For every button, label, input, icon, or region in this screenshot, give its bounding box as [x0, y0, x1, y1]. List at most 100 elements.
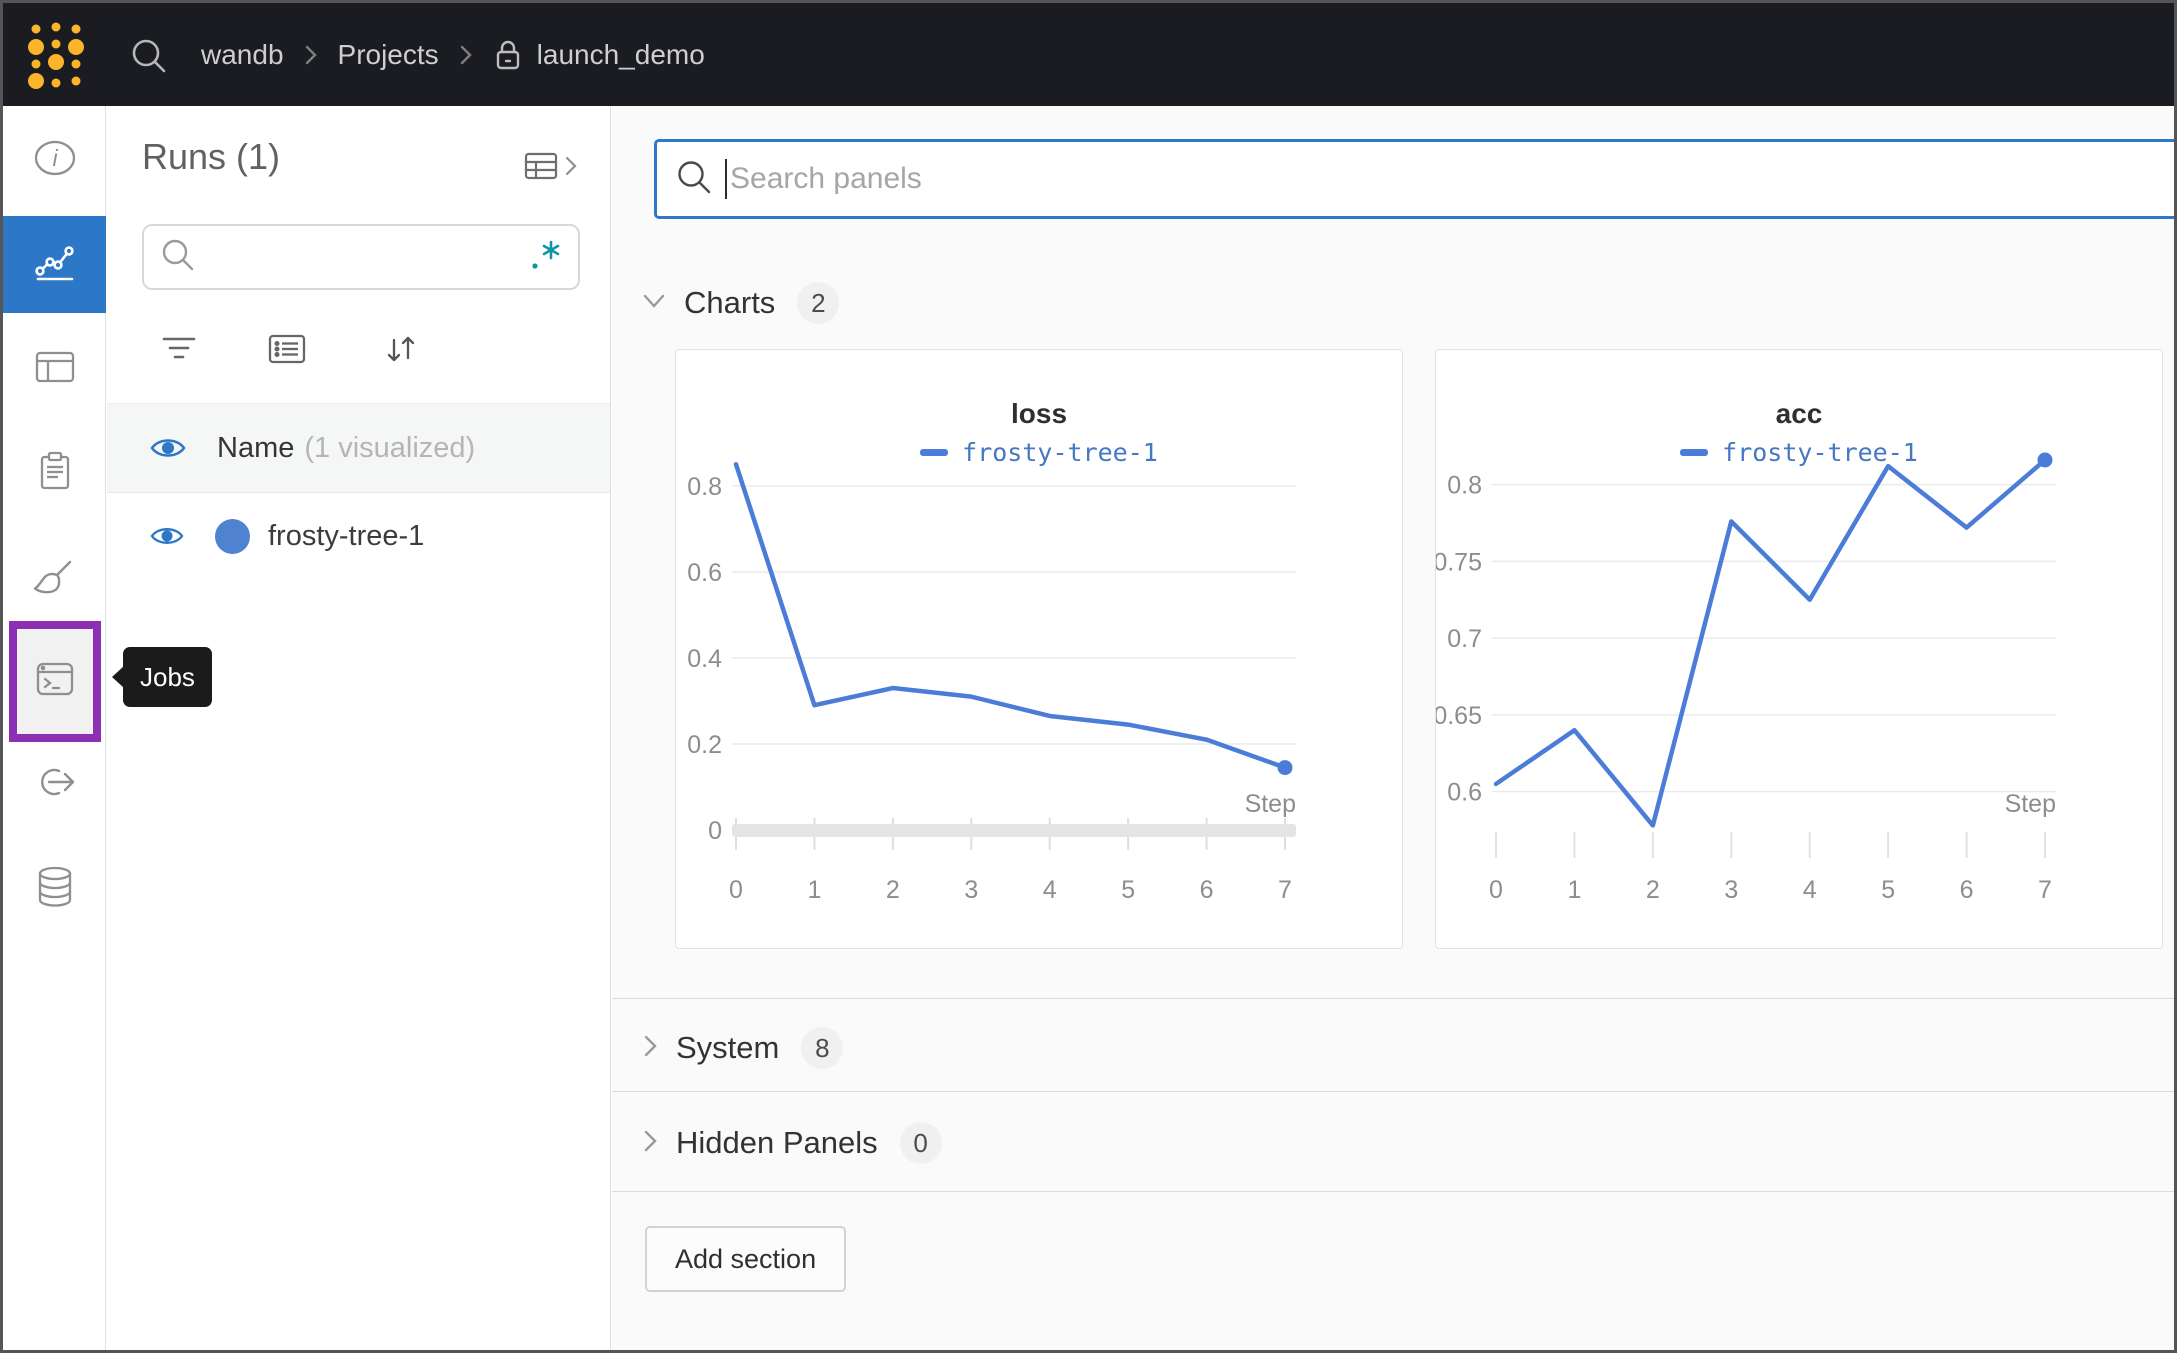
filter-icon: [162, 337, 196, 359]
text-cursor: [725, 159, 727, 199]
runs-title: Runs (1): [142, 136, 281, 177]
chevron-down-icon[interactable]: [642, 293, 666, 314]
runs-search-input[interactable]: [142, 224, 580, 290]
sidebar-item-artifacts[interactable]: [3, 853, 106, 925]
section-header-hidden-panels[interactable]: Hidden Panels 0: [642, 1118, 942, 1168]
svg-text:7: 7: [1278, 876, 1292, 904]
chevron-right-icon: [459, 43, 473, 67]
svg-text:0.6: 0.6: [687, 559, 722, 587]
legend-run-name[interactable]: frosty-tree-1: [962, 438, 1158, 467]
svg-text:6: 6: [1960, 876, 1974, 904]
section-header-charts[interactable]: Charts 2: [642, 282, 840, 324]
visibility-eye-icon[interactable]: [149, 523, 185, 549]
chart-card-loss[interactable]: loss frosty-tree-1 0 0.2 0.4 0.6 0.8 0 1 2 3 4 5 6 7…: [675, 349, 1403, 949]
filter-button[interactable]: [157, 327, 201, 371]
clipboard-icon: [33, 449, 77, 498]
svg-text:5: 5: [1121, 876, 1135, 904]
broom-icon: [32, 556, 78, 603]
chevron-right-icon[interactable]: [642, 1034, 658, 1063]
columns-button[interactable]: [265, 327, 309, 371]
svg-text:4: 4: [1043, 876, 1057, 904]
lock-icon: [493, 38, 523, 72]
table-icon: [33, 347, 77, 392]
section-count-badge: 0: [899, 1122, 942, 1164]
svg-text:1: 1: [807, 876, 821, 904]
sidebar: i: [3, 106, 212, 1350]
sort-arrows-icon: [387, 336, 415, 362]
panels-search-placeholder: Search panels: [730, 162, 922, 195]
divider: [107, 403, 610, 404]
sidebar-item-runs-table[interactable]: [3, 333, 106, 405]
launch-arrow-icon: [32, 763, 78, 806]
run-name[interactable]: frosty-tree-1: [268, 519, 425, 552]
svg-text:0: 0: [1489, 876, 1503, 904]
chart-title: loss: [1010, 398, 1068, 429]
svg-text:7: 7: [2038, 876, 2052, 904]
sort-button[interactable]: [379, 327, 423, 371]
chart-card-acc[interactable]: acc frosty-tree-1 0.6 0.65 0.7 0.75 0.8 0 1 2 3 4…: [1435, 349, 2163, 949]
runs-toolbar: [107, 319, 610, 375]
breadcrumb-item-entity[interactable]: wandb: [201, 38, 284, 70]
chevron-right-icon: [565, 156, 577, 176]
runs-table-header-row[interactable]: Name (1 visualized): [107, 404, 610, 493]
svg-text:0: 0: [708, 817, 722, 845]
svg-text:4: 4: [1803, 876, 1817, 904]
section-count-badge: 8: [801, 1027, 844, 1069]
topbar: wandb Projects launch_demo: [3, 3, 2174, 106]
topbar-search-icon[interactable]: [129, 36, 169, 81]
terminal-icon: [33, 659, 77, 704]
breadcrumb: wandb Projects launch_demo: [201, 3, 705, 106]
database-icon: [34, 865, 76, 914]
legend-line-swatch: [1680, 449, 1709, 456]
legend-line-swatch: [920, 449, 949, 456]
svg-text:0.65: 0.65: [1436, 702, 1482, 730]
chevron-right-icon: [304, 43, 318, 67]
acc-line-chart[interactable]: 0.6 0.65 0.7 0.75 0.8 0 1 2 3 4 5 6 7 Step: [1436, 350, 2164, 950]
info-icon: i: [33, 139, 77, 182]
chart-title: acc: [1775, 398, 1823, 429]
add-section-button[interactable]: Add section: [645, 1226, 847, 1292]
wandb-logo[interactable]: [27, 20, 85, 95]
divider: [612, 998, 2174, 999]
panels-search-input[interactable]: Search panels: [654, 139, 2174, 219]
table-expand-icon: [524, 152, 558, 180]
section-label: System: [676, 1030, 780, 1065]
divider: [612, 1091, 2174, 1092]
charts-grid: loss frosty-tree-1 0 0.2 0.4 0.6 0.8 0 1 2 3 4 5 6 7…: [675, 349, 2163, 949]
sidebar-item-overview[interactable]: i: [3, 124, 106, 196]
svg-text:5: 5: [1881, 876, 1895, 904]
svg-text:0.2: 0.2: [687, 731, 722, 759]
svg-text:0.7: 0.7: [1447, 625, 1482, 653]
breadcrumb-item-project-name[interactable]: launch_demo: [536, 38, 705, 70]
regex-toggle-icon[interactable]: [528, 238, 562, 277]
svg-text:0.6: 0.6: [1447, 779, 1482, 807]
svg-text:0.75: 0.75: [1436, 548, 1482, 576]
section-header-system[interactable]: System 8: [642, 1023, 844, 1073]
breadcrumb-item-projects[interactable]: Projects: [337, 38, 439, 70]
svg-text:3: 3: [1724, 876, 1738, 904]
expand-runs-table-button[interactable]: [524, 150, 578, 182]
sidebar-item-sweeps[interactable]: [3, 543, 106, 615]
loss-line-chart[interactable]: 0 0.2 0.4 0.6 0.8 0 1 2 3 4 5 6 7 Step: [676, 350, 1404, 950]
section-label: Charts: [684, 285, 776, 320]
run-color-dot: [215, 518, 250, 554]
section-count-badge: 2: [797, 282, 840, 324]
sidebar-item-launch[interactable]: [3, 748, 106, 820]
svg-text:0: 0: [729, 876, 743, 904]
workspace-main: Search panels Charts 2 loss frosty-tree-…: [612, 106, 2174, 1350]
svg-text:2: 2: [886, 876, 900, 904]
visibility-eye-icon[interactable]: [149, 434, 187, 462]
chevron-right-icon[interactable]: [642, 1129, 658, 1158]
sidebar-item-jobs[interactable]: [9, 621, 101, 742]
legend-run-name[interactable]: frosty-tree-1: [1722, 438, 1918, 467]
svg-text:0.8: 0.8: [1447, 472, 1482, 500]
sidebar-item-workspace[interactable]: [3, 216, 106, 313]
chart-legend: frosty-tree-1: [676, 438, 1402, 467]
name-column-header: Name: [217, 431, 295, 464]
search-icon: [160, 237, 196, 278]
sidebar-item-reports[interactable]: [3, 437, 106, 509]
section-label: Hidden Panels: [676, 1125, 878, 1160]
svg-text:6: 6: [1200, 876, 1214, 904]
run-row[interactable]: frosty-tree-1: [107, 494, 610, 578]
